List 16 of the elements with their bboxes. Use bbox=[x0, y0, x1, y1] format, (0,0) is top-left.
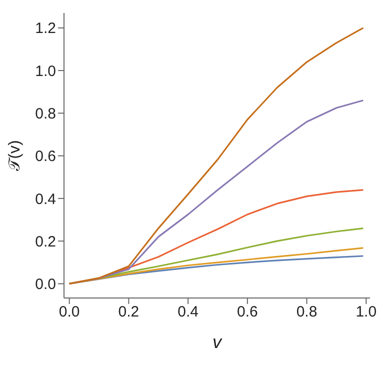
y-tick-label: 0.4 bbox=[35, 190, 56, 208]
line-series bbox=[68, 27, 364, 285]
y-axis-title: 𝒯(v) bbox=[6, 140, 24, 171]
y-tick-label: 0.6 bbox=[35, 148, 56, 166]
y-tick-label: 0.2 bbox=[35, 233, 56, 250]
x-tick-label: 0.8 bbox=[296, 304, 318, 321]
x-tick-label: 0.0 bbox=[58, 304, 80, 321]
y-tick-label: 0.8 bbox=[35, 106, 56, 123]
x-axis-title: v bbox=[212, 332, 222, 352]
y-tick-label: 1.2 bbox=[35, 20, 56, 38]
x-tick-label: 0.4 bbox=[178, 304, 198, 321]
x-tick-label: 1.0 bbox=[356, 304, 377, 321]
x-tick-label: 0.6 bbox=[236, 304, 258, 321]
y-tick-label: 0.0 bbox=[35, 276, 56, 294]
x-tick-label: 0.2 bbox=[118, 304, 140, 321]
y-tick-label: 1.0 bbox=[35, 62, 56, 80]
